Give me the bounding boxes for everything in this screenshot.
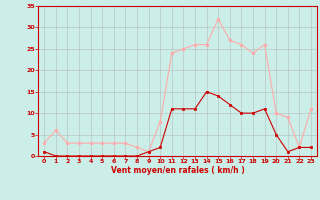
X-axis label: Vent moyen/en rafales ( km/h ): Vent moyen/en rafales ( km/h ) <box>111 166 244 175</box>
